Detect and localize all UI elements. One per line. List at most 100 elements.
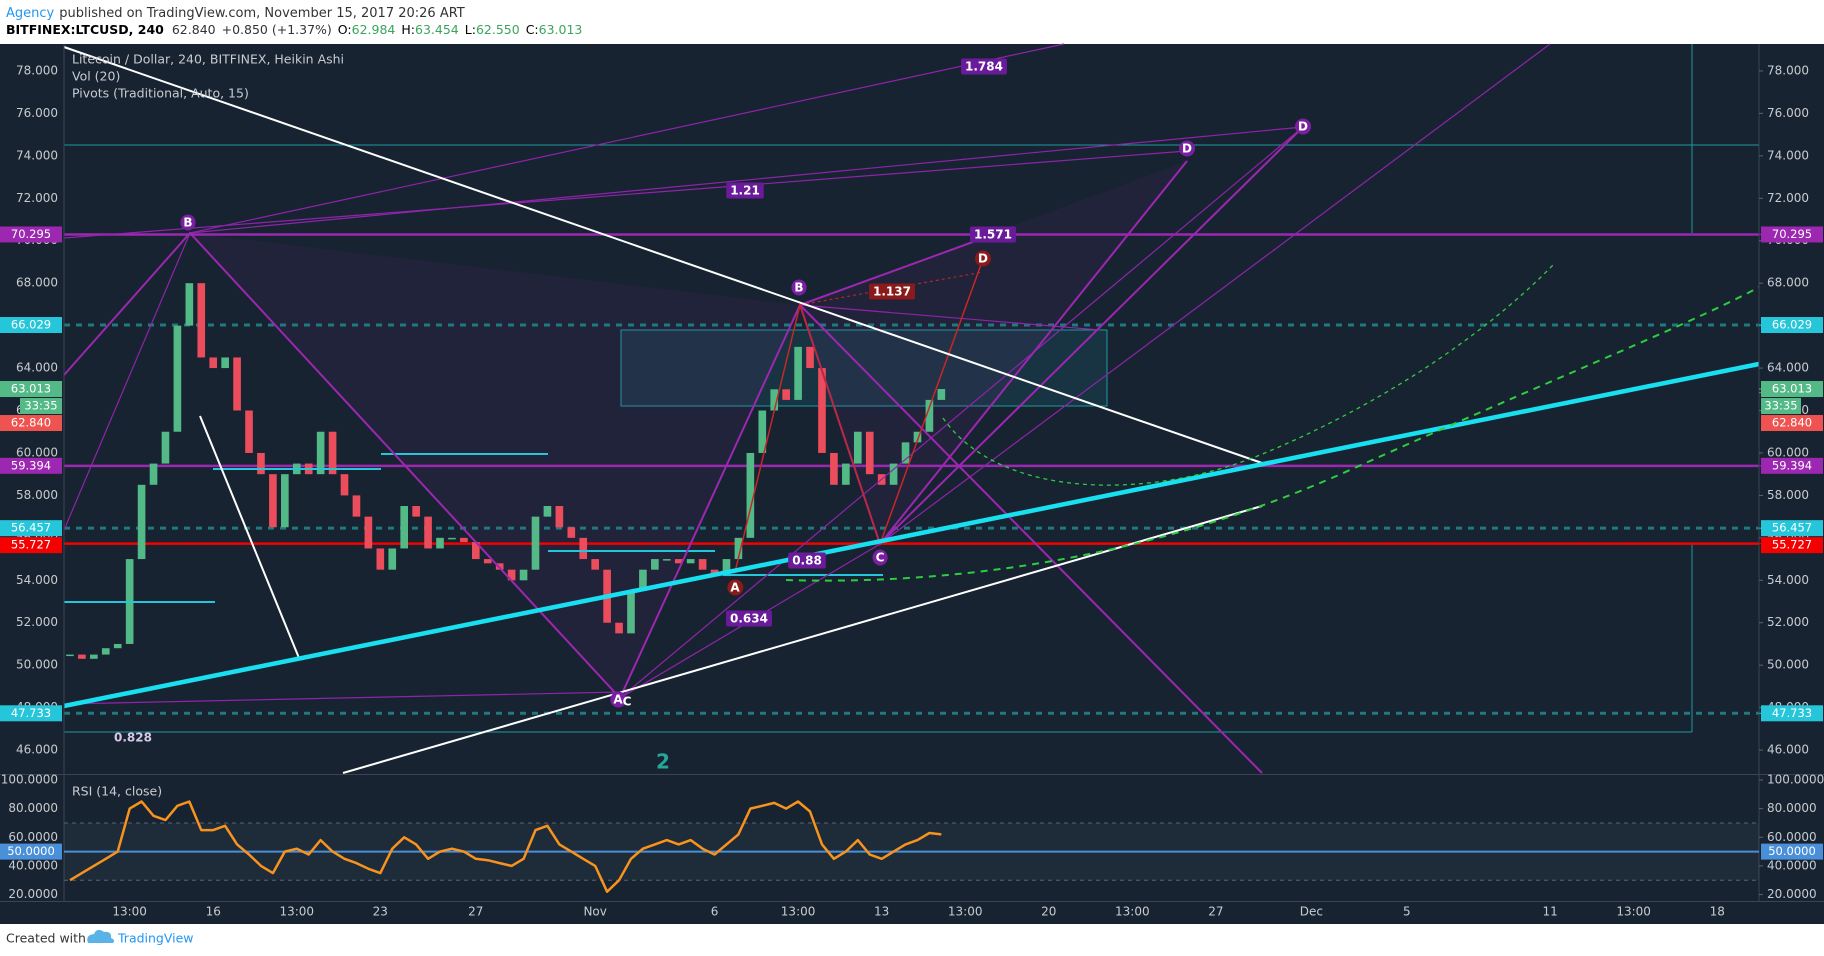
rsi-midline-label-bg	[1761, 843, 1823, 860]
candle	[424, 516, 432, 549]
price-line-label-bg	[0, 537, 62, 554]
y-tick-label: 54.000	[1767, 573, 1809, 587]
candle	[758, 410, 767, 453]
rsi-tick-label: 80.0000	[8, 801, 58, 815]
candle	[543, 506, 552, 517]
candle	[197, 283, 206, 358]
countdown-label-bg	[20, 398, 62, 415]
pattern-fill	[800, 161, 1187, 544]
label-badge	[869, 283, 915, 300]
wave-label: 2	[656, 750, 670, 774]
ohlc-value: 63.013	[539, 22, 583, 37]
y-tick-label: 46.000	[1767, 743, 1809, 757]
x-tick-label: 16	[206, 905, 221, 919]
ratio-label: 1.21	[730, 184, 760, 198]
ohlc-key: L:	[465, 22, 476, 37]
price-line-label: 55.727	[1772, 538, 1812, 552]
fib-line	[189, 126, 1304, 234]
candle	[651, 559, 659, 570]
rsi-tick-label: 100.0000	[1767, 773, 1824, 787]
y-tick-label: 60.000	[1767, 445, 1809, 459]
label-badge	[726, 610, 772, 627]
candle	[328, 431, 337, 475]
price-line-label-bg	[1761, 415, 1823, 432]
fib-line	[799, 304, 1101, 331]
ratio-label: 1.137	[873, 285, 911, 299]
y-tick-label: 68.000	[1767, 276, 1809, 290]
y-tick-label: 76.000	[1767, 106, 1809, 120]
harmonic-leg	[799, 304, 1263, 774]
fib-line	[63, 691, 621, 705]
y-tick-label: 76.000	[16, 106, 58, 120]
fib-line	[619, 126, 1304, 699]
candle	[698, 559, 707, 570]
candle	[734, 537, 743, 560]
ohlc-value: 62.550	[476, 22, 520, 37]
x-tick-label: 13:00	[781, 905, 816, 919]
x-tick-label: 13:00	[279, 905, 314, 919]
label-badge	[975, 250, 992, 267]
candle	[412, 506, 420, 517]
rsi-midline-label-bg	[0, 843, 62, 860]
projection-curve	[785, 286, 1760, 582]
y-tick-label: 72.000	[1767, 191, 1809, 205]
legend-item: Vol (20)	[72, 69, 120, 84]
rsi-tick-label: 20.0000	[1767, 887, 1817, 901]
price-line-label: 70.295	[11, 227, 51, 241]
point-label: B	[183, 216, 192, 230]
candle	[269, 474, 277, 528]
author-link[interactable]: Agency	[6, 6, 55, 21]
price-line-label: 62.840	[1772, 416, 1812, 430]
trendline	[63, 46, 1263, 464]
last-price: 62.840	[172, 22, 216, 37]
y-tick-label: 50.000	[16, 658, 58, 672]
publish-line: Agency published on TradingView.com, Nove…	[6, 6, 465, 21]
candle	[674, 559, 683, 564]
price-line-label: 55.727	[11, 538, 51, 552]
price-line-label: 56.457	[1772, 521, 1812, 535]
candle	[483, 559, 492, 564]
point-label: B	[794, 281, 803, 295]
candle	[937, 389, 946, 400]
ohlc-key: C:	[526, 22, 539, 37]
x-tick-label: Nov	[583, 905, 606, 919]
price-line-label-bg	[1761, 381, 1823, 398]
candle	[686, 559, 695, 564]
trendline	[342, 505, 1263, 774]
rsi-pane	[64, 800, 1759, 893]
price-line-label-bg	[0, 705, 62, 722]
label-badge	[1295, 118, 1312, 135]
ratio-label: 0.634	[730, 612, 768, 626]
label-badge	[788, 552, 826, 569]
red-pattern	[734, 258, 984, 573]
fib-line	[63, 232, 191, 531]
tradingview-logo[interactable]	[87, 929, 115, 943]
x-tick-label: 5	[1403, 905, 1411, 919]
label-badge	[970, 226, 1016, 243]
x-tick-label: 27	[468, 905, 483, 919]
rsi-tick-label: 40.0000	[8, 858, 58, 872]
label-badge	[726, 182, 764, 199]
label-badge	[180, 214, 196, 231]
candle	[567, 527, 576, 538]
price-line-label: 56.457	[11, 521, 51, 535]
x-tick-label: 13:00	[948, 905, 983, 919]
x-tick-label: 13	[874, 905, 889, 919]
ratio-label: 0.828	[114, 731, 152, 745]
cyan-trendline	[63, 361, 1760, 709]
footer-brand[interactable]: TradingView	[117, 931, 194, 946]
candle	[471, 542, 480, 560]
candle	[66, 654, 74, 657]
candle	[460, 537, 468, 543]
candle	[615, 622, 623, 634]
x-tick-label: 11	[1542, 905, 1557, 919]
y-tick-label: 58.000	[1767, 488, 1809, 502]
candle	[137, 484, 146, 560]
price-line-label-bg	[0, 381, 62, 398]
candle	[853, 431, 862, 464]
candle	[746, 452, 755, 538]
axes: 46.00046.00048.00048.00050.00050.00052.0…	[0, 63, 1824, 919]
y-tick-label: 52.000	[1767, 615, 1809, 629]
candle	[149, 463, 158, 485]
candle	[101, 648, 110, 655]
